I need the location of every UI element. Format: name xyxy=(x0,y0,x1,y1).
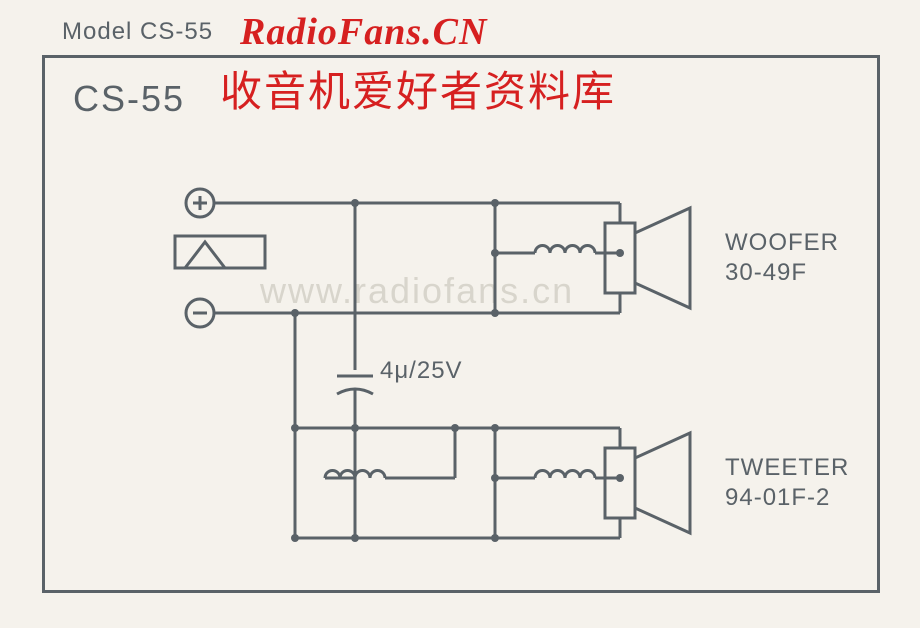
watermark-site: RadioFans.CN xyxy=(240,10,487,54)
terminal-positive xyxy=(186,189,214,217)
tweeter-label-1: TWEETER xyxy=(725,454,849,481)
woofer-label-2: 30-49F xyxy=(725,259,807,286)
woofer-label-1: WOOFER xyxy=(725,229,839,256)
woofer-label: WOOFER 30-49F xyxy=(725,228,839,288)
tweeter-label-2: 94-01F-2 xyxy=(725,484,830,511)
capacitor-label: 4μ/25V xyxy=(380,356,463,386)
circuit-svg xyxy=(45,58,883,596)
tweeter-icon xyxy=(605,433,690,533)
fuse-icon xyxy=(175,236,265,268)
schematic-frame: CS-55 4μ/25V WOOFER 30-49F TWEETER 94-01… xyxy=(42,55,880,593)
model-label: Model CS-55 xyxy=(62,18,213,46)
terminal-negative xyxy=(186,299,214,327)
tweeter-label: TWEETER 94-01F-2 xyxy=(725,453,849,513)
woofer-icon xyxy=(605,208,690,308)
